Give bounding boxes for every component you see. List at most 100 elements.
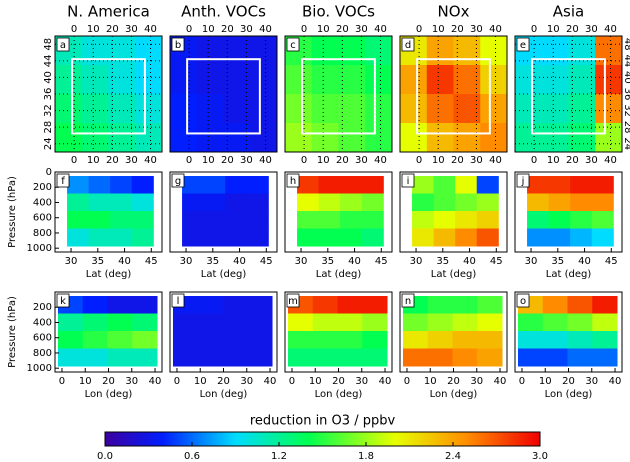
panel-label-box (171, 37, 185, 52)
heat-cell (318, 228, 341, 247)
heat-cell (480, 123, 508, 153)
panel-label-box (56, 293, 70, 308)
y-tick-label: 1000 (27, 243, 52, 254)
x-tick-label: 30 (355, 376, 368, 387)
y-tick-label: 24 (43, 137, 54, 150)
heat-cell (453, 123, 481, 153)
x-tick-label: 40 (374, 24, 387, 35)
heat-cell (567, 296, 593, 314)
heat-cell (182, 176, 205, 194)
x-tick-label: 40 (144, 155, 157, 166)
x-tick-label: 30 (525, 256, 538, 267)
frame (169, 35, 278, 153)
x-tick-label: 40 (259, 24, 272, 35)
heat-cell (110, 176, 133, 194)
heat-cell (311, 123, 339, 153)
heat-cell (365, 65, 393, 95)
x-tick-label: 0 (174, 376, 180, 387)
y-tick-label: 600 (33, 333, 52, 344)
heat-cell (132, 296, 158, 314)
heat-cell (222, 348, 248, 367)
heat-cell (567, 331, 593, 349)
heat-cell (433, 228, 456, 247)
colorbar (104, 431, 541, 447)
x-tick-label: 20 (221, 155, 234, 166)
heat-cell (250, 65, 278, 95)
heat-cell (287, 348, 314, 367)
panel-label: f (61, 176, 65, 187)
x-tick-label: 10 (202, 155, 215, 166)
heat-cell (595, 65, 623, 95)
x-tick-label: 20 (451, 24, 464, 35)
heat-cell (400, 94, 428, 124)
heat-cell (592, 348, 618, 367)
heat-cell (477, 296, 503, 314)
heat-cell (67, 228, 90, 247)
y-tick-label: 800 (33, 348, 52, 359)
x-tick-label: 40 (264, 376, 277, 387)
x-tick-label: 40 (489, 155, 502, 166)
heat-cell (476, 228, 499, 247)
x-tick-label: 0 (416, 155, 422, 166)
x-tick-label: 30 (240, 155, 253, 166)
frame (54, 35, 163, 153)
heat-cell (426, 123, 454, 153)
panel-label: k (60, 296, 66, 307)
heat-cell (517, 348, 544, 367)
heat-cell (197, 331, 223, 349)
heat-cell (57, 348, 84, 367)
y-tick-label: 200 (33, 182, 52, 193)
heat-cell (592, 313, 618, 332)
heat-cell (570, 228, 593, 247)
heat-cell (170, 65, 198, 95)
panel-label: h (290, 176, 296, 187)
heat-cell (196, 36, 224, 66)
heat-cell (477, 348, 503, 367)
heat-cell (135, 94, 163, 124)
panel-label: a (60, 40, 66, 51)
panel-label: o (520, 296, 526, 307)
x-tick-label: 45 (490, 256, 503, 267)
y-tick-label: 800 (33, 228, 52, 239)
x-tick-label: 0 (289, 376, 295, 387)
heat-cell (312, 313, 338, 332)
panel-label-box (56, 37, 70, 52)
heat-cell (480, 36, 508, 66)
x-tick-label: 30 (240, 376, 253, 387)
x-tick-label: 35 (551, 256, 564, 267)
heat-cell (365, 94, 393, 124)
x-tick-label: 20 (447, 376, 460, 387)
heat-cell (250, 123, 278, 153)
heat-cell (312, 348, 338, 367)
heat-cell (82, 313, 108, 332)
heat-cell (412, 176, 435, 194)
x-tick-label: 40 (494, 376, 507, 387)
y-tick-label: 28 (622, 121, 630, 134)
panel-label-box (401, 293, 415, 308)
x-tick-label: 0 (71, 155, 77, 166)
heat-cell (541, 123, 569, 153)
x-tick-label: 0 (186, 155, 192, 166)
y-tick-label: 0 (46, 167, 52, 178)
heat-cell (412, 228, 435, 247)
heat-cell (400, 123, 428, 153)
heat-cell (250, 94, 278, 124)
heat-cell (362, 296, 388, 314)
panel-label-box (286, 173, 300, 188)
heat-cell (285, 94, 313, 124)
heat-cell (340, 193, 363, 212)
y-axis-label: Pressure (hPa) (7, 296, 18, 368)
y-tick-label: 40 (43, 71, 54, 84)
panel-label-box (56, 173, 70, 188)
heat-cell (55, 94, 83, 124)
x-tick-label: 20 (332, 376, 345, 387)
panel-label: c (290, 40, 296, 51)
heat-cell (197, 348, 223, 367)
x-tick-label: 30 (410, 256, 423, 267)
heat-cell (452, 348, 478, 367)
heat-cell (203, 228, 226, 247)
heat-cell (318, 176, 341, 194)
y-axis-label: Pressure (hPa) (7, 176, 18, 248)
x-tick-label: 10 (87, 24, 100, 35)
